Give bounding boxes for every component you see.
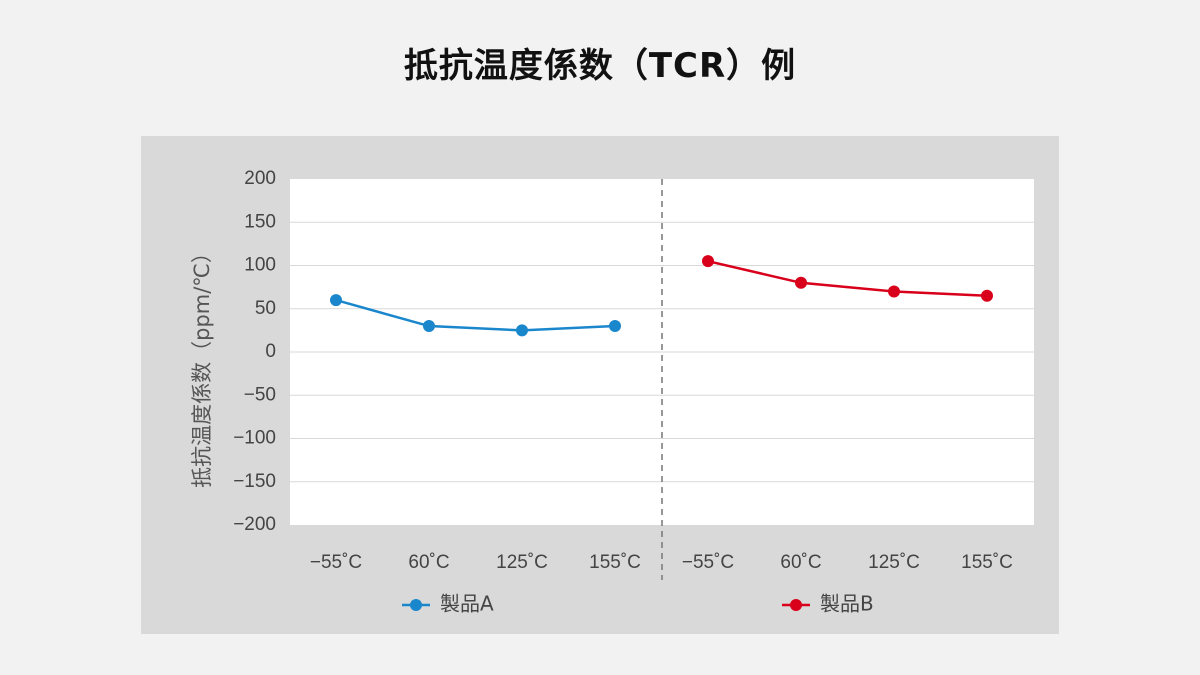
y-tick-label: 0	[265, 341, 276, 362]
category-label: 60˚C	[780, 552, 821, 573]
category-label: 125˚C	[868, 552, 920, 573]
category-label: 125˚C	[496, 552, 548, 573]
y-tick-label: −200	[233, 514, 276, 535]
series-line-b	[707, 259, 988, 298]
y-tick-label: 100	[244, 255, 276, 276]
y-tick-label: −150	[233, 471, 276, 492]
series-line-a	[335, 298, 616, 332]
category-label: −55˚C	[310, 552, 362, 573]
legend-label: 製品A	[440, 592, 494, 616]
y-tick-label: 200	[244, 168, 276, 189]
y-tick-labels: 200 150 100 50 0 −50 −100 −150 −200	[233, 168, 276, 535]
category-label: 60˚C	[408, 552, 449, 573]
y-tick-label: −50	[244, 384, 276, 405]
category-label: 155˚C	[961, 552, 1013, 573]
legend-label: 製品B	[820, 592, 874, 616]
data-point	[795, 276, 807, 289]
category-label: 155˚C	[589, 552, 641, 573]
data-point	[702, 255, 714, 268]
category-label: −55˚C	[682, 552, 734, 573]
y-tick-label: −100	[233, 428, 276, 449]
legend-marker	[790, 599, 802, 611]
grid-lines	[290, 221, 1034, 483]
y-tick-label: 150	[244, 211, 276, 232]
data-point	[609, 320, 621, 333]
data-point	[888, 285, 900, 298]
legend-marker	[410, 599, 422, 611]
data-point	[330, 294, 342, 307]
chart-title: 抵抗温度係数（TCR）例	[403, 46, 797, 86]
y-tick-label: 50	[255, 298, 276, 319]
legend: 製品A 製品B	[402, 592, 874, 616]
data-point	[981, 289, 993, 302]
series-layer	[330, 255, 993, 337]
data-point	[423, 320, 435, 333]
y-axis-label: 抵抗温度係数（ppm/℃）	[190, 242, 214, 488]
category-labels: −55˚C 60˚C 125˚C 155˚C −55˚C 60˚C 125˚C 155˚C	[310, 552, 1013, 573]
data-point	[516, 324, 528, 337]
